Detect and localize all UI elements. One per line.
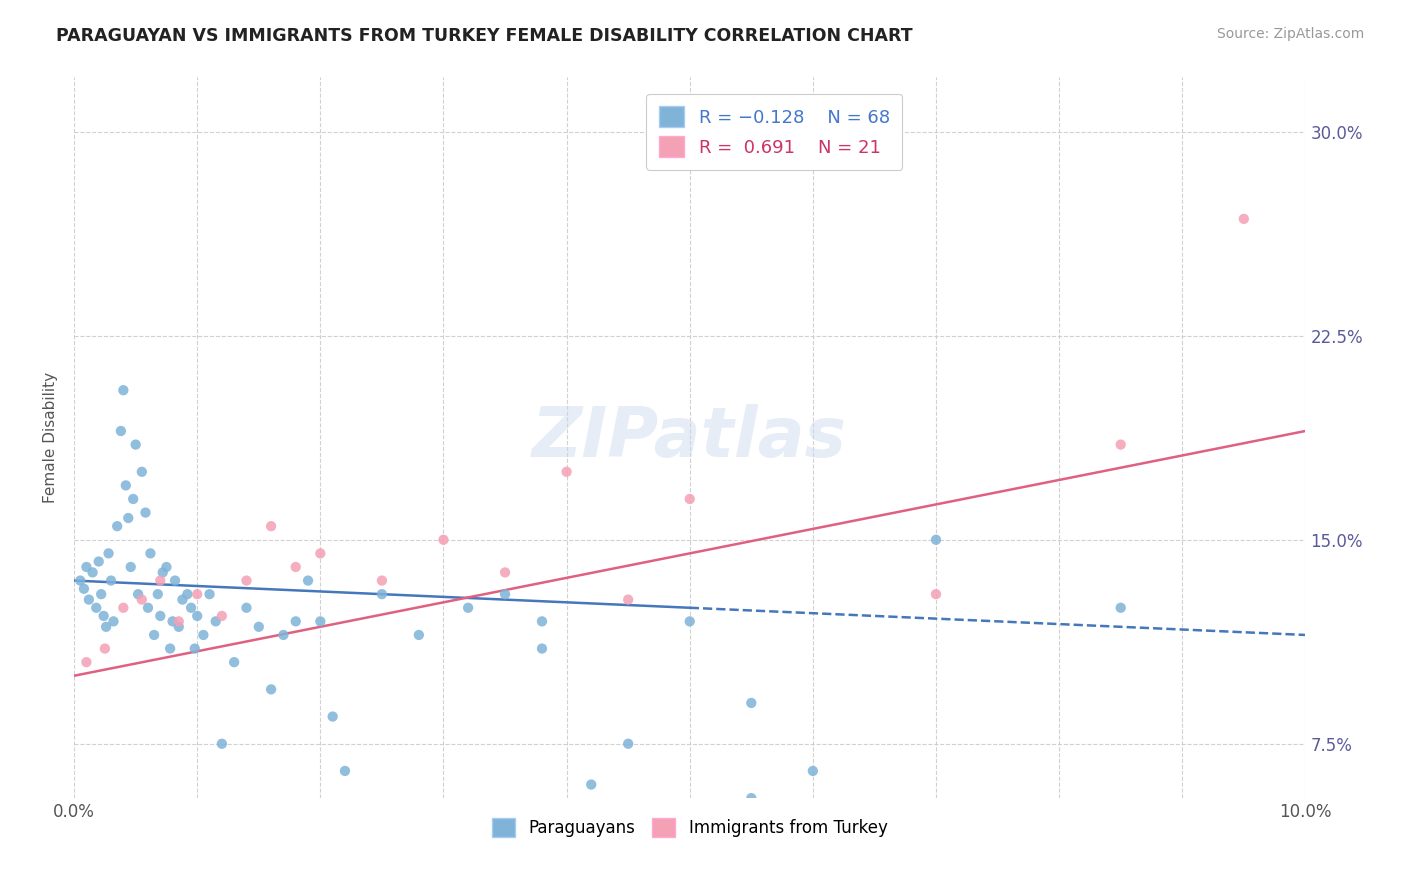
Point bbox=[149, 608, 172, 623]
Point bbox=[309, 546, 332, 560]
Point bbox=[122, 491, 145, 506]
Point bbox=[555, 465, 578, 479]
Point bbox=[131, 465, 153, 479]
Point bbox=[131, 592, 153, 607]
Point bbox=[617, 592, 640, 607]
Point bbox=[75, 655, 97, 669]
Point bbox=[260, 519, 283, 533]
Point bbox=[117, 511, 139, 525]
Point bbox=[87, 555, 110, 569]
Point bbox=[408, 628, 430, 642]
Point bbox=[530, 615, 553, 629]
Point bbox=[617, 737, 640, 751]
Point bbox=[134, 506, 156, 520]
Point bbox=[139, 546, 162, 560]
Point bbox=[1109, 600, 1132, 615]
Point bbox=[211, 608, 233, 623]
Point bbox=[167, 615, 190, 629]
Point bbox=[180, 600, 202, 615]
Point bbox=[75, 560, 97, 574]
Point bbox=[186, 608, 208, 623]
Point bbox=[159, 641, 181, 656]
Y-axis label: Female Disability: Female Disability bbox=[44, 372, 58, 503]
Point bbox=[925, 533, 948, 547]
Point bbox=[284, 560, 307, 574]
Point bbox=[371, 574, 394, 588]
Point bbox=[581, 778, 603, 792]
Point bbox=[114, 478, 136, 492]
Point bbox=[112, 600, 135, 615]
Point bbox=[1233, 211, 1256, 226]
Point bbox=[925, 587, 948, 601]
Point bbox=[143, 628, 166, 642]
Point bbox=[82, 566, 104, 580]
Point bbox=[432, 533, 454, 547]
Point bbox=[224, 655, 246, 669]
Point bbox=[186, 587, 208, 601]
Text: PARAGUAYAN VS IMMIGRANTS FROM TURKEY FEMALE DISABILITY CORRELATION CHART: PARAGUAYAN VS IMMIGRANTS FROM TURKEY FEM… bbox=[56, 27, 912, 45]
Point bbox=[69, 574, 91, 588]
Point bbox=[494, 587, 516, 601]
Point bbox=[105, 519, 128, 533]
Point bbox=[260, 682, 283, 697]
Point bbox=[120, 560, 142, 574]
Point bbox=[273, 628, 295, 642]
Point bbox=[152, 566, 174, 580]
Point bbox=[679, 491, 702, 506]
Point bbox=[167, 620, 190, 634]
Point bbox=[84, 600, 107, 615]
Point bbox=[494, 566, 516, 580]
Point bbox=[149, 574, 172, 588]
Point bbox=[235, 574, 257, 588]
Point bbox=[165, 574, 187, 588]
Point bbox=[146, 587, 169, 601]
Legend: Paraguayans, Immigrants from Turkey: Paraguayans, Immigrants from Turkey bbox=[485, 812, 894, 844]
Point bbox=[1109, 437, 1132, 451]
Point bbox=[198, 587, 221, 601]
Text: ZIPatlas: ZIPatlas bbox=[533, 404, 848, 471]
Point bbox=[371, 587, 394, 601]
Point bbox=[309, 615, 332, 629]
Point bbox=[155, 560, 177, 574]
Point bbox=[124, 437, 146, 451]
Point bbox=[97, 546, 120, 560]
Point bbox=[94, 620, 117, 634]
Point bbox=[110, 424, 132, 438]
Point bbox=[322, 709, 344, 723]
Point bbox=[333, 764, 356, 778]
Point bbox=[162, 615, 184, 629]
Point bbox=[457, 600, 479, 615]
Point bbox=[127, 587, 149, 601]
Point bbox=[679, 615, 702, 629]
Point bbox=[297, 574, 319, 588]
Point bbox=[94, 641, 117, 656]
Point bbox=[176, 587, 198, 601]
Point bbox=[193, 628, 215, 642]
Point bbox=[172, 592, 194, 607]
Point bbox=[93, 608, 115, 623]
Point bbox=[136, 600, 159, 615]
Point bbox=[103, 615, 125, 629]
Point bbox=[284, 615, 307, 629]
Point bbox=[235, 600, 257, 615]
Point bbox=[77, 592, 100, 607]
Point bbox=[211, 737, 233, 751]
Point bbox=[801, 764, 824, 778]
Point bbox=[740, 696, 762, 710]
Text: Source: ZipAtlas.com: Source: ZipAtlas.com bbox=[1216, 27, 1364, 41]
Point bbox=[204, 615, 226, 629]
Point bbox=[73, 582, 96, 596]
Point bbox=[112, 383, 135, 397]
Point bbox=[90, 587, 112, 601]
Point bbox=[184, 641, 207, 656]
Point bbox=[247, 620, 270, 634]
Point bbox=[740, 791, 762, 805]
Point bbox=[100, 574, 122, 588]
Point bbox=[530, 641, 553, 656]
